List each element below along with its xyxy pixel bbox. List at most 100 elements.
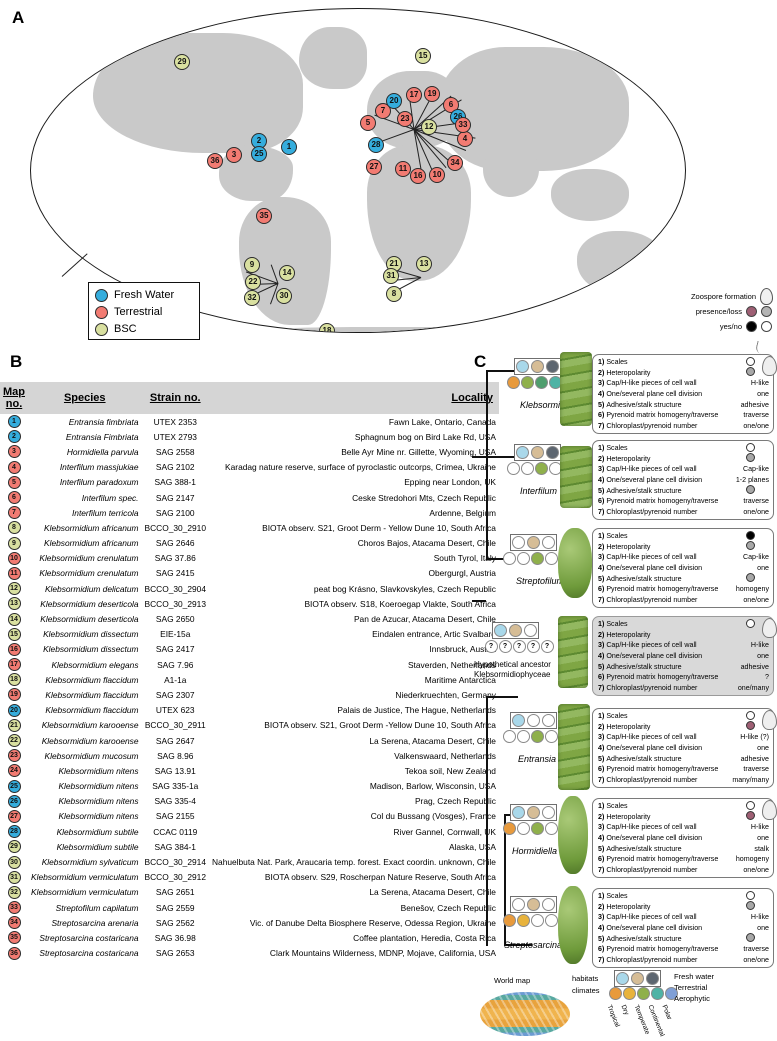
row-map-marker-27[interactable]: 27 <box>7 809 21 823</box>
row-map-marker-12[interactable]: 12 <box>7 582 21 596</box>
row-map-no-cell: 8 <box>0 520 28 535</box>
row-locality-cell: Karadag nature reserve, surface of pyroc… <box>225 462 496 473</box>
row-map-marker-9[interactable]: 9 <box>7 536 21 550</box>
map-marker-13[interactable]: 13 <box>416 256 432 272</box>
map-marker-15[interactable]: 15 <box>415 48 431 64</box>
row-map-marker-6[interactable]: 6 <box>7 491 21 505</box>
row-map-marker-33[interactable]: 33 <box>7 901 21 915</box>
map-marker-16[interactable]: 16 <box>410 168 426 184</box>
micrograph-streptosarcina <box>558 886 588 964</box>
feature-number-4: 4) <box>598 652 605 661</box>
row-map-marker-13[interactable]: 13 <box>7 597 21 611</box>
clade-name-hypothetical-ancestor-klebsormidiophyceae: Hypothetical ancestor Klebsormidiophycea… <box>474 660 551 679</box>
row-map-marker-14[interactable]: 14 <box>7 612 21 626</box>
row-map-marker-11[interactable]: 11 <box>7 566 21 580</box>
row-strain-cell: BCCO_30_2904 <box>144 583 206 594</box>
map-marker-36[interactable]: 36 <box>207 153 223 169</box>
row-species-cell: Klebsormidium dissectum <box>43 644 139 655</box>
map-marker-4[interactable]: 4 <box>457 131 473 147</box>
row-map-marker-29[interactable]: 29 <box>7 840 21 854</box>
map-marker-25[interactable]: 25 <box>251 146 267 162</box>
map-marker-10[interactable]: 10 <box>429 167 445 183</box>
row-map-marker-26[interactable]: 26 <box>7 794 21 808</box>
row-map-marker-7[interactable]: 7 <box>7 506 21 520</box>
feature-state-dot-1 <box>746 356 755 366</box>
row-map-marker-22[interactable]: 22 <box>7 734 21 748</box>
map-marker-35[interactable]: 35 <box>256 208 272 224</box>
row-map-marker-17[interactable]: 17 <box>7 658 21 672</box>
feature-value-3: H-like <box>750 823 769 832</box>
row-map-marker-8[interactable]: 8 <box>7 521 21 535</box>
feature-value-3: H-like <box>750 379 769 388</box>
row-map-marker-31[interactable]: 31 <box>7 870 21 884</box>
row-map-marker-28[interactable]: 28 <box>7 825 21 839</box>
key-habitat-fresh-water-label: Fresh water <box>674 972 715 981</box>
feature-state-dot-2 <box>746 453 755 463</box>
row-map-marker-18[interactable]: 18 <box>7 673 21 687</box>
row-map-marker-24[interactable]: 24 <box>7 764 21 778</box>
map-marker-29[interactable]: 29 <box>174 54 190 70</box>
row-locality-cell: Madison, Barlow, Wisconsin, USA <box>369 781 496 792</box>
row-map-marker-2[interactable]: 2 <box>7 430 21 444</box>
map-marker-24[interactable]: 24 <box>650 315 666 331</box>
feature-row-6: 6) Pyrenoid matrix homogeny/traverse trave… <box>598 496 769 507</box>
map-marker-34[interactable]: 34 <box>447 155 463 171</box>
map-marker-33[interactable]: 33 <box>455 117 471 133</box>
map-marker-3[interactable]: 3 <box>226 147 242 163</box>
row-map-marker-10[interactable]: 10 <box>7 551 21 565</box>
row-map-marker-23[interactable]: 23 <box>7 749 21 763</box>
feature-row-3: 3) Cap/H-like pieces of cell wall H-like <box>598 378 769 389</box>
micrograph-hormidiella <box>558 796 588 874</box>
row-map-marker-15[interactable]: 15 <box>7 627 21 641</box>
row-map-marker-20[interactable]: 20 <box>7 703 21 717</box>
map-marker-12[interactable]: 12 <box>421 119 437 135</box>
feature-row-5: 5) Adhesive/stalk structure <box>598 573 769 584</box>
map-marker-5[interactable]: 5 <box>360 115 376 131</box>
map-marker-14[interactable]: 14 <box>279 265 295 281</box>
feature-number-5: 5) <box>598 574 605 583</box>
map-marker-18[interactable]: 18 <box>319 323 335 332</box>
row-map-marker-1[interactable]: 1 <box>7 415 21 429</box>
row-map-no-cell: 19 <box>0 687 28 702</box>
map-marker-17[interactable]: 17 <box>406 87 422 103</box>
row-map-marker-3[interactable]: 3 <box>7 445 21 459</box>
map-marker-32[interactable]: 32 <box>244 290 260 306</box>
strain-table: Map no. Species Strain no. Locality 1 Ent… <box>0 382 499 961</box>
feature-row-3: 3) Cap/H-like pieces of cell wall H-like (… <box>598 732 769 743</box>
map-marker-9[interactable]: 9 <box>244 257 260 273</box>
map-marker-7[interactable]: 7 <box>375 103 391 119</box>
map-marker-23[interactable]: 23 <box>397 111 413 127</box>
feature-value-5: stalk <box>754 844 769 853</box>
row-map-marker-19[interactable]: 19 <box>7 688 21 702</box>
row-map-marker-34[interactable]: 34 <box>7 916 21 930</box>
row-map-marker-35[interactable]: 35 <box>7 931 21 945</box>
habitat-dot-1 <box>531 446 544 459</box>
table-row: 17 Klebsormidium elegans SAG 7.96 Staverden… <box>0 657 499 672</box>
row-map-marker-4[interactable]: 4 <box>7 460 21 474</box>
map-marker-20[interactable]: 20 <box>386 93 402 109</box>
feature-row-6: 6) Pyrenoid matrix homogeny/traverse? <box>598 672 769 683</box>
row-map-marker-25[interactable]: 25 <box>7 779 21 793</box>
row-map-marker-5[interactable]: 5 <box>7 475 21 489</box>
map-marker-30[interactable]: 30 <box>276 288 292 304</box>
map-marker-31[interactable]: 31 <box>383 268 399 284</box>
map-marker-22[interactable]: 22 <box>245 274 261 290</box>
row-map-marker-21[interactable]: 21 <box>7 718 21 732</box>
map-marker-8[interactable]: 8 <box>386 286 402 302</box>
row-map-marker-16[interactable]: 16 <box>7 642 21 656</box>
panel-a-letter: A <box>12 8 25 27</box>
map-marker-1[interactable]: 1 <box>281 139 297 155</box>
row-map-marker-36[interactable]: 36 <box>7 946 21 960</box>
habitat-dot-1 <box>527 806 540 819</box>
map-marker-28[interactable]: 28 <box>368 137 384 153</box>
map-marker-19[interactable]: 19 <box>424 86 440 102</box>
map-marker-27[interactable]: 27 <box>366 159 382 175</box>
feature-box-streptosarcina: 1) Scales 2) Heteropolarity 3) Cap/H-like pie… <box>592 888 774 969</box>
row-map-marker-30[interactable]: 30 <box>7 855 21 869</box>
key-habitat-terrestrial-label: Terrestrial <box>674 983 708 992</box>
map-marker-11[interactable]: 11 <box>395 161 411 177</box>
feature-number-6: 6) <box>598 945 605 954</box>
legend-dot-bsc <box>95 322 108 336</box>
row-map-marker-32[interactable]: 32 <box>7 885 21 899</box>
feature-number-7: 7) <box>598 595 605 604</box>
